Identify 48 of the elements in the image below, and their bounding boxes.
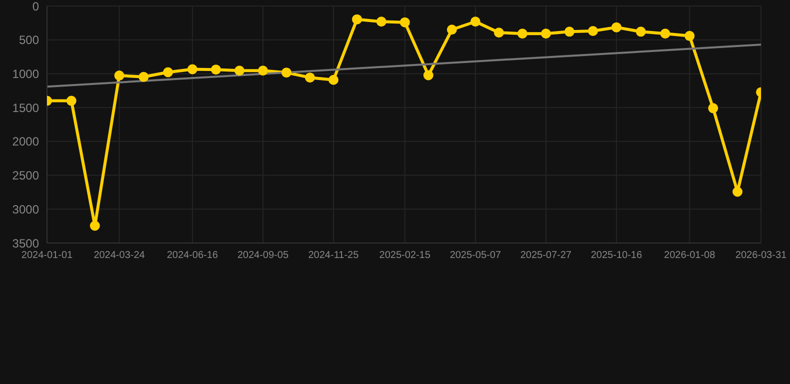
x-tick-label: 2025-07-27 xyxy=(520,250,572,262)
point xyxy=(564,26,574,37)
x-tick-label: 2026-03-31 xyxy=(735,250,788,262)
x-tick-label: 2024-09-05 xyxy=(237,250,289,262)
y-tick-label: 1000 xyxy=(12,66,40,81)
point xyxy=(304,72,315,83)
point xyxy=(376,16,386,27)
x-tick-label: 2024-01-01 xyxy=(21,250,74,262)
point xyxy=(732,186,742,197)
point xyxy=(138,72,149,82)
x-tick-label: 2025-02-15 xyxy=(379,250,431,262)
point xyxy=(636,26,646,37)
point xyxy=(352,14,362,24)
x-tick-label: 2026-01-08 xyxy=(664,250,716,262)
point xyxy=(210,64,221,75)
point xyxy=(446,24,457,35)
point xyxy=(684,30,695,41)
point xyxy=(494,28,504,38)
point xyxy=(66,96,76,106)
y-tick-label: 2500 xyxy=(12,168,40,183)
y-tick-label: 3500 xyxy=(12,236,40,250)
x-tick-label: 2024-06-16 xyxy=(166,250,218,262)
point xyxy=(517,28,528,39)
point xyxy=(90,220,100,231)
point xyxy=(163,67,174,78)
point xyxy=(588,26,598,36)
point xyxy=(187,64,198,74)
point xyxy=(470,16,480,27)
point xyxy=(423,70,434,80)
x-tick-label: 2024-11-25 xyxy=(308,250,360,262)
point xyxy=(400,17,410,28)
y-tick-label: 1500 xyxy=(12,100,40,115)
y-tick-label: 3000 xyxy=(12,202,40,216)
point xyxy=(611,22,622,32)
point xyxy=(328,74,338,85)
x-tick-label: 2024-03-24 xyxy=(94,250,146,262)
point xyxy=(258,66,268,76)
point xyxy=(540,28,551,39)
point xyxy=(708,103,718,114)
point xyxy=(234,66,244,76)
x-tick-label: 2025-05-07 xyxy=(450,250,502,262)
point xyxy=(660,28,670,39)
y-tick-label: 500 xyxy=(18,33,40,48)
point xyxy=(114,70,124,81)
point xyxy=(281,68,292,78)
y-tick-label: 0 xyxy=(32,0,40,14)
x-tick-label: 2025-10-16 xyxy=(590,250,642,262)
y-tick-label: 2000 xyxy=(12,134,40,149)
